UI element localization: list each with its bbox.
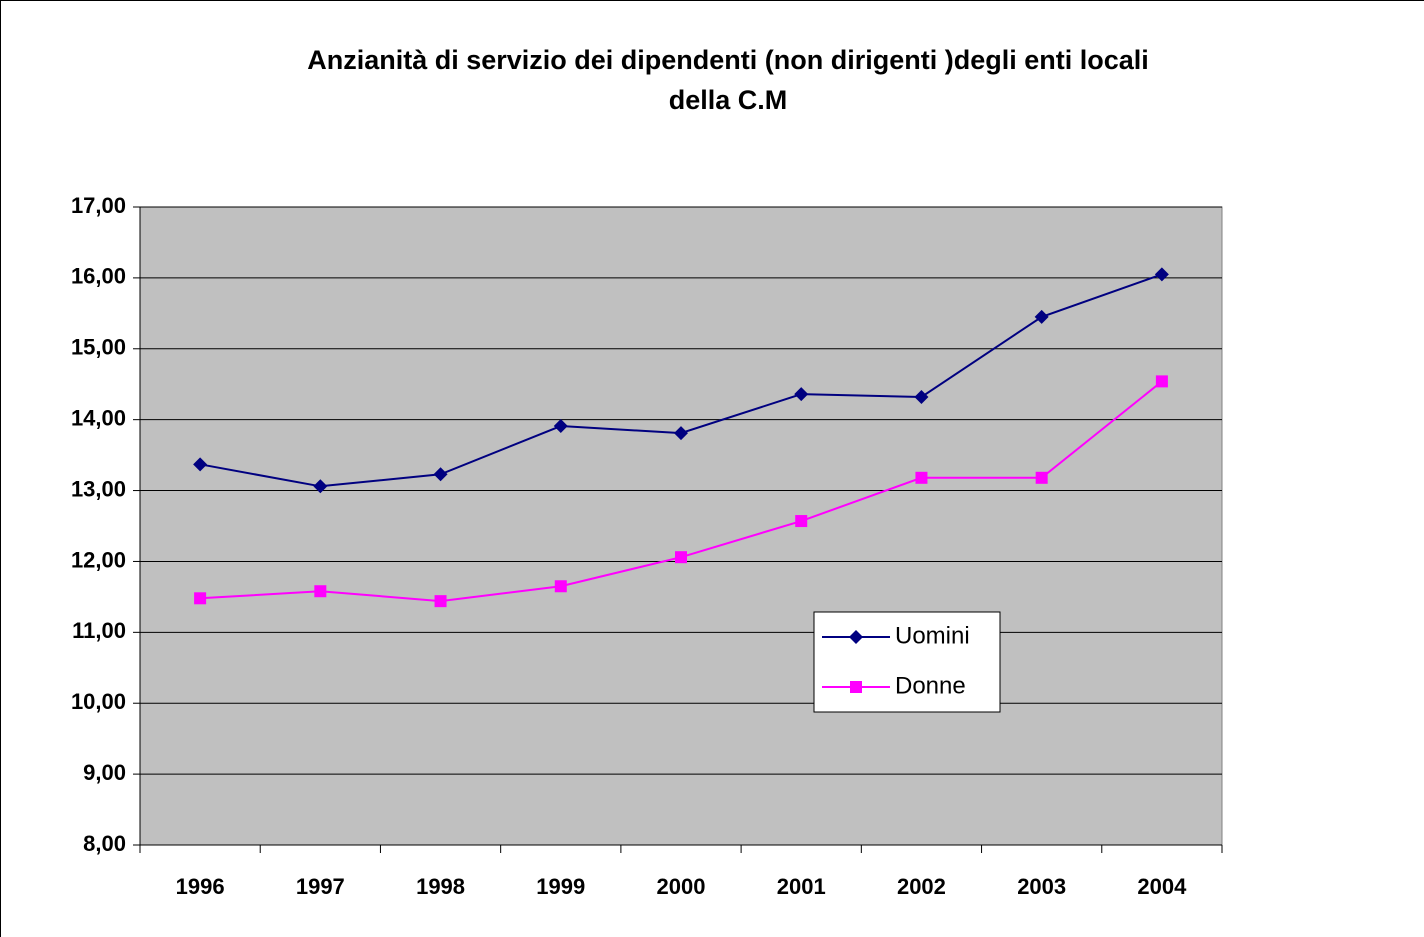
marker	[1154, 267, 1169, 282]
x-tick-label: 1996	[176, 874, 225, 899]
chart-title: Anzianità di servizio dei dipendenti (no…	[307, 45, 1149, 115]
marker	[314, 585, 327, 598]
marker	[1035, 471, 1048, 484]
y-tick-label: 12,00	[71, 547, 126, 572]
marker	[554, 580, 567, 593]
marker	[1034, 309, 1049, 324]
legend-label: Uomini	[895, 622, 970, 649]
x-tick-label: 1998	[416, 874, 465, 899]
marker	[193, 457, 208, 472]
marker	[675, 551, 687, 564]
marker	[795, 515, 808, 528]
x-tick-label: 2000	[657, 874, 706, 899]
marker	[915, 471, 928, 484]
marker	[434, 595, 447, 608]
y-tick-label: 11,00	[72, 618, 126, 643]
x-tick-label: 2002	[897, 874, 946, 899]
y-tick-label: 17,00	[71, 193, 126, 218]
marker	[674, 426, 688, 441]
y-tick-label: 13,00	[71, 476, 126, 501]
marker	[194, 592, 207, 605]
x-tick-label: 2001	[777, 874, 826, 899]
x-tick-label: 2004	[1137, 874, 1187, 899]
marker	[433, 467, 448, 482]
marker	[914, 389, 929, 404]
y-tick-label: 8,00	[83, 831, 126, 856]
x-tick-label: 1997	[296, 874, 345, 899]
y-tick-label: 9,00	[83, 760, 126, 785]
marker	[553, 419, 568, 434]
legend-box	[813, 611, 1001, 713]
y-tick-label: 16,00	[71, 264, 126, 289]
marker	[1155, 375, 1168, 388]
marker	[794, 387, 809, 402]
x-tick-label: 2003	[1017, 874, 1066, 899]
marker	[850, 681, 862, 693]
plot-area	[139, 206, 1223, 846]
y-tick-label: 14,00	[71, 405, 126, 430]
marker	[849, 630, 863, 644]
x-tick-label: 1999	[536, 874, 585, 899]
marker	[313, 479, 328, 494]
y-tick-label: 15,00	[71, 335, 126, 360]
legend-label: Donne	[895, 672, 966, 699]
y-tick-label: 10,00	[71, 689, 126, 714]
